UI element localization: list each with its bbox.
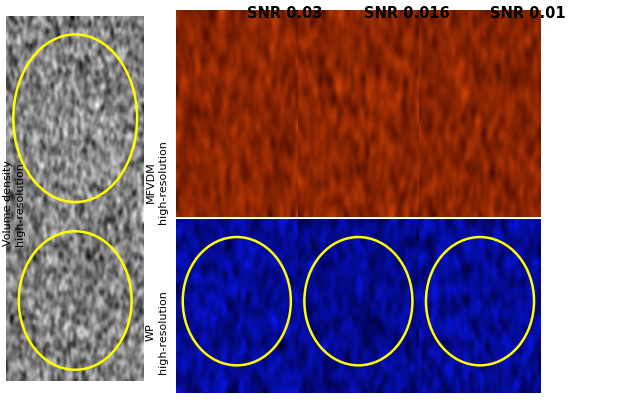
Text: WP
high-resolution: WP high-resolution — [146, 290, 168, 374]
Text: MFVDM
high-resolution: MFVDM high-resolution — [146, 140, 168, 224]
Ellipse shape — [436, 0, 483, 90]
Ellipse shape — [189, 0, 236, 81]
Text: SNR 0.03: SNR 0.03 — [247, 6, 323, 21]
Ellipse shape — [308, 0, 355, 100]
Text: Volume density
high-resolution: Volume density high-resolution — [3, 160, 25, 245]
Text: SNR 0.016: SNR 0.016 — [364, 6, 449, 21]
Text: SNR 0.01: SNR 0.01 — [490, 6, 566, 21]
